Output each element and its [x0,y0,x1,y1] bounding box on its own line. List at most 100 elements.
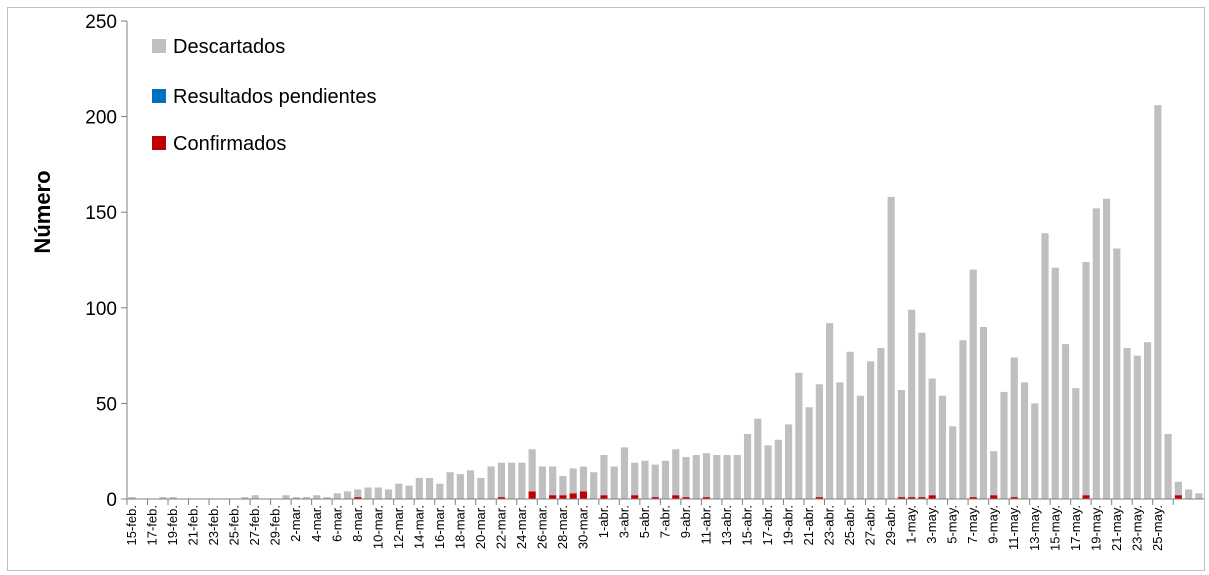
bar-descartados [1072,388,1080,499]
bar-confirmados [569,493,577,499]
bar-descartados [1154,105,1162,500]
bar-confirmados [815,497,823,499]
bar-descartados [908,309,916,498]
bar-descartados [1010,357,1018,498]
bar-descartados [425,477,434,499]
x-tick-label: 9-abr. [678,505,693,538]
bar-descartados [713,455,721,499]
x-tick-label: 1-may. [904,505,919,544]
bar-confirmados [990,495,998,499]
bar-confirmados [908,497,916,499]
bar-confirmados [497,497,505,499]
bar-descartados [128,497,136,499]
x-tick-label: 29-feb. [268,505,283,545]
bar-descartados [661,460,670,499]
bar-descartados [384,489,393,499]
bar-descartados [1031,403,1039,499]
x-tick-label: 20-mar. [473,505,488,549]
x-tick-label: 21-abr. [801,505,816,545]
x-tick-label: 19-feb. [165,505,180,545]
x-tick-label: 15-may. [1047,505,1062,551]
bar-confirmados [354,497,362,499]
bar-descartados [590,472,598,499]
bar-confirmados [559,495,567,499]
bar-confirmados [702,497,711,499]
bar-confirmados [651,497,659,499]
x-tick-label: 17-feb. [145,505,160,545]
x-tick-label: 8-mar. [350,505,365,542]
x-tick-label: 23-feb. [206,505,221,545]
x-tick-label: 1-abr. [596,505,611,538]
bar-descartados [1133,355,1141,499]
bar-descartados [1082,261,1090,496]
bar-confirmados [600,495,608,499]
bar-confirmados [1082,495,1090,499]
bar-descartados [528,449,536,492]
bar-descartados [1061,344,1070,499]
x-tick-label: 27-abr. [863,505,878,545]
bar-descartados [641,460,649,499]
bar-descartados [405,485,413,499]
legend: Descartados Resultados pendientes Confirma… [152,36,376,155]
x-tick-label: 29-abr. [883,505,898,545]
bar-descartados [436,483,444,499]
bar-descartados [579,466,588,492]
x-tick-label: 4-mar. [309,505,324,542]
bar-descartados [497,462,505,498]
bar-descartados [508,462,516,499]
bar-descartados [1113,248,1121,499]
bar-descartados [313,495,321,499]
x-tick-label: 13-may. [1027,505,1042,551]
legend-swatch [152,89,166,103]
bar-descartados [446,472,454,499]
bar-descartados [1143,342,1152,499]
bar-confirmados [918,497,926,499]
bar-descartados [949,426,957,499]
bar-descartados [979,326,988,499]
bar-descartados [620,447,629,499]
bar-descartados [805,407,813,499]
bar-confirmados [969,497,977,499]
x-tick-label: 9-may. [986,505,1001,544]
bar-descartados [887,196,895,500]
bar-descartados [354,489,362,498]
x-tick-label: 7-may. [965,505,980,544]
y-tick-label: 200 [85,108,117,129]
y-axis-label: Número [30,170,55,253]
bar-descartados [549,466,557,496]
x-tick-label: 17-abr. [760,505,775,545]
bar-descartados [631,462,639,496]
bar-descartados [692,455,700,499]
y-tick-label: 100 [85,299,117,320]
bar-descartados [702,453,711,498]
bar-descartados [1041,233,1049,499]
x-tick-label: 21-feb. [186,505,201,545]
bar-descartados [836,382,844,499]
x-tick-label: 21-may. [1109,505,1124,551]
x-tick-label: 15-feb. [124,505,139,545]
x-tick-label: 19-abr. [781,505,796,545]
legend-swatch [152,136,166,150]
y-tick-label: 250 [85,12,117,33]
y-tick-label: 50 [96,394,117,415]
bar-descartados [343,491,352,499]
bar-descartados [764,445,772,499]
x-tick-label: 10-mar. [370,505,385,549]
bar-descartados [415,477,423,499]
x-tick-label: 23-may. [1129,505,1144,551]
bar-descartados [467,470,475,499]
bar-descartados [292,497,300,499]
bar-descartados [364,487,372,499]
bar-confirmados [897,497,906,499]
bar-confirmados [579,491,588,499]
y-tick-label: 150 [85,203,117,224]
y-tick-label: 0 [106,490,117,511]
x-tick-label: 28-mar. [555,505,570,549]
x-tick-label: 3-abr. [616,505,631,538]
x-tick-label: 2-mar. [288,505,303,542]
bar-confirmados [1010,497,1018,499]
bar-descartados [784,424,793,499]
bar-descartados [846,351,854,499]
bar-descartados [1092,208,1100,499]
x-tick-label: 5-may. [945,505,960,544]
